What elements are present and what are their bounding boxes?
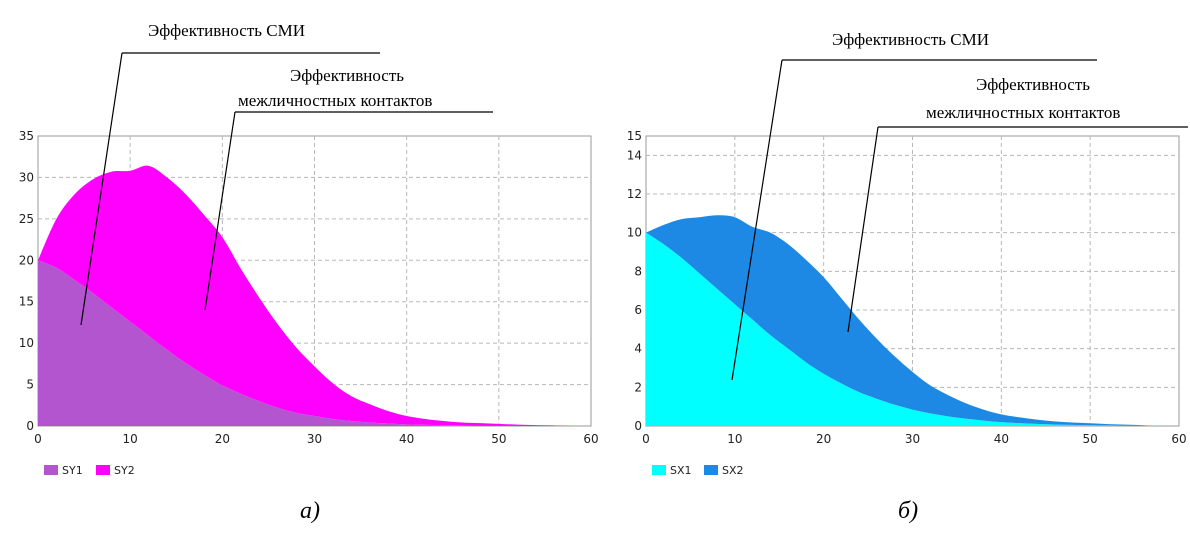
legend-swatch-sx2 (704, 465, 718, 475)
annotation-contacts-line2-a: межличностных контактов (238, 91, 432, 110)
y-tick-label: 6 (634, 303, 642, 317)
panel-a: 0 10 20 30 40 50 60 0 5 10 15 20 25 30 35 SY1 SY2 Эффек… (19, 21, 599, 524)
y-tick-label: 35 (19, 129, 34, 143)
legend-swatch-sy1 (44, 465, 58, 475)
y-tick-label: 20 (19, 253, 34, 267)
ticks-b: 0 10 20 30 40 50 60 0 2 4 6 8 10 12 14 15 (627, 129, 1187, 446)
caption-b: б) (898, 498, 918, 524)
y-tick-label: 10 (19, 336, 34, 350)
annotation-media-b: Эффективность СМИ (832, 30, 989, 49)
y-tick-label: 8 (634, 264, 642, 278)
y-tick-label: 25 (19, 212, 34, 226)
y-tick-label: 5 (26, 378, 34, 392)
legend-label-sx2: SX2 (722, 464, 744, 477)
x-tick-label: 0 (642, 432, 650, 446)
y-tick-label: 14 (627, 148, 642, 162)
legend-a: SY1 SY2 (44, 464, 135, 477)
x-tick-label: 50 (491, 432, 506, 446)
caption-a: а) (300, 498, 320, 524)
y-tick-label: 15 (627, 129, 642, 143)
legend-label-sy1: SY1 (62, 464, 83, 477)
annotation-contacts-pointer-a (204, 111, 236, 311)
y-tick-label: 2 (634, 380, 642, 394)
annotation-media-a: Эффективность СМИ (148, 21, 305, 40)
legend-swatch-sy2 (96, 465, 110, 475)
ticks-a: 0 10 20 30 40 50 60 0 5 10 15 20 25 30 35 (19, 129, 599, 446)
legend-swatch-sx1 (652, 465, 666, 475)
y-tick-label: 30 (19, 170, 34, 184)
area-sx2 (646, 215, 1162, 426)
annotation-contacts-pointer-b (847, 126, 879, 333)
x-tick-label: 40 (994, 432, 1009, 446)
annotation-media-pointer-a (80, 52, 123, 326)
y-tick-label: 12 (627, 187, 642, 201)
x-tick-label: 20 (215, 432, 230, 446)
x-tick-label: 0 (34, 432, 42, 446)
legend-b: SX1 SX2 (652, 464, 744, 477)
x-tick-label: 10 (727, 432, 742, 446)
areas-b (646, 215, 1162, 426)
x-tick-label: 60 (1171, 432, 1186, 446)
area-sx1 (646, 232, 1162, 426)
x-tick-label: 40 (399, 432, 414, 446)
annotation-contacts-line2-b: межличностных контактов (926, 103, 1120, 122)
area-sy1 (38, 260, 573, 426)
y-tick-label: 10 (627, 226, 642, 240)
y-tick-label: 0 (26, 419, 34, 433)
legend-label-sx1: SX1 (670, 464, 692, 477)
y-tick-label: 4 (634, 342, 642, 356)
areas-a (38, 165, 573, 427)
x-tick-label: 60 (583, 432, 598, 446)
y-tick-label: 15 (19, 295, 34, 309)
x-tick-label: 30 (307, 432, 322, 446)
x-tick-label: 10 (123, 432, 138, 446)
area-sy2 (38, 165, 573, 427)
x-tick-label: 20 (816, 432, 831, 446)
panel-b: 0 10 20 30 40 50 60 0 2 4 6 8 10 12 14 15 SX1 SX2 Эффект… (627, 30, 1188, 524)
annotation-contacts-line1-b: Эффективность (976, 75, 1090, 94)
legend-label-sy2: SY2 (114, 464, 135, 477)
x-tick-label: 50 (1083, 432, 1098, 446)
annotation-contacts-line1-a: Эффективность (290, 66, 404, 85)
x-tick-label: 30 (905, 432, 920, 446)
y-tick-label: 0 (634, 419, 642, 433)
annotation-media-pointer-b (731, 59, 783, 381)
